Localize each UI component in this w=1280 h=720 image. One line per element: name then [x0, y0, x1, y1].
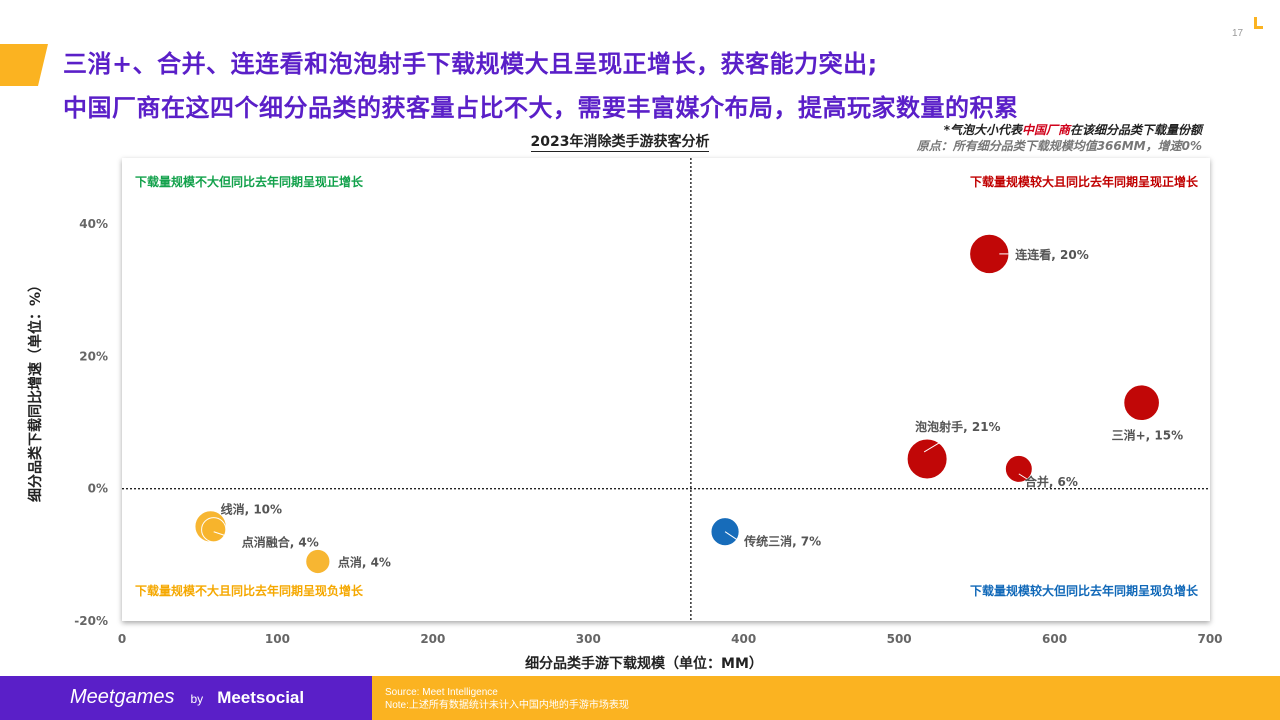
- bubble-size-note: *气泡大小代表中国厂商在该细分品类下载量份额: [944, 121, 1202, 138]
- bubble-label-点消融合: 点消融合, 4%: [242, 535, 319, 550]
- bubble-点消: [305, 548, 331, 575]
- x-tick-label: 0: [118, 632, 126, 646]
- x-tick-label: 700: [1197, 632, 1222, 646]
- x-tick-label: 200: [420, 632, 445, 646]
- quadrant-label-top-left: 下载量规模不大但同比去年同期呈现正增长: [135, 174, 364, 189]
- quadrant-label-bottom-right: 下载量规模较大但同比去年同期呈现负增长: [970, 583, 1199, 598]
- bubble-leader-合并: [1018, 473, 1028, 480]
- quadrant-label-top-right: 下载量规模较大且同比去年同期呈现正增长: [970, 174, 1199, 189]
- y-tick-label: 20%: [79, 349, 108, 363]
- footer-source-bar: [372, 676, 1280, 720]
- bubble-label-线消: 线消, 10%: [221, 501, 282, 516]
- bubble-label-三消+: 三消+, 15%: [1112, 428, 1184, 443]
- note-prefix: *气泡大小代表: [943, 123, 1022, 137]
- source-text: Source: Meet Intelligence: [385, 687, 498, 698]
- source-note: Note:上述所有数据统计未计入中国内地的手游市场表现: [385, 700, 629, 711]
- partner-name: Meetsocial: [217, 688, 305, 707]
- x-tick-label: 500: [887, 632, 912, 646]
- footer-source: Source: Meet Intelligence Note:上述所有数据统计未…: [385, 686, 629, 712]
- bubble-label-连连看: 连连看, 20%: [1015, 247, 1088, 262]
- bubble-label-传统三消: 传统三消, 7%: [743, 534, 821, 549]
- title-accent-bar: [0, 44, 48, 86]
- quadrant-label-bottom-left: 下载量规模不大且同比去年同期呈现负增长: [135, 583, 364, 598]
- bubble-label-泡泡射手: 泡泡射手, 21%: [915, 419, 1000, 434]
- bubble-leader-泡泡射手: [923, 436, 950, 453]
- note-highlight: 中国厂商: [1021, 123, 1070, 137]
- y-tick-label: 40%: [79, 217, 108, 231]
- bubble-label-点消: 点消, 4%: [338, 554, 391, 569]
- page-title-line-1: 三消+、合并、连连看和泡泡射手下载规模大且呈现正增长，获客能力突出;: [63, 50, 878, 78]
- bubble-leader-点消融合: [213, 531, 241, 542]
- page-number: 17: [1232, 28, 1244, 39]
- x-tick-label: 300: [576, 632, 601, 646]
- x-tick-label: 600: [1042, 632, 1067, 646]
- x-tick-label: 400: [731, 632, 756, 646]
- page-title-line-2: 中国厂商在这四个细分品类的获客量占比不大，需要丰富媒介布局，提高玩家数量的积累: [63, 94, 1019, 122]
- bubble-合并: [1004, 454, 1033, 483]
- origin-note: 原点：所有细分品类下载规模均值366MM，增速0%: [916, 139, 1202, 153]
- x-axis-title: 细分品类手游下载规模（单位：MM）: [525, 655, 763, 672]
- chart-title: 2023年消除类手游获客分析: [0, 131, 1240, 152]
- chart-title-text: 2023年消除类手游获客分析: [530, 134, 710, 152]
- y-tick-label: 0%: [88, 482, 108, 496]
- corner-logo-mark: [1254, 17, 1263, 29]
- bubble-泡泡射手: [906, 438, 948, 480]
- note-suffix: 在该细分品类下载量份额: [1069, 123, 1202, 137]
- bubble-leader-传统三消: [724, 531, 741, 543]
- bubble-点消融合: [201, 517, 227, 543]
- chart-plot-frame: [122, 158, 1210, 621]
- brand-by: by: [190, 692, 204, 706]
- bubble-label-合并: 合并, 6%: [1025, 474, 1078, 489]
- brand-name: Meetgames: [70, 686, 175, 708]
- footer-brand-bar: [0, 676, 372, 720]
- footer-logo: Meetgames by Meetsocial: [70, 686, 304, 709]
- bubble-三消+: [1123, 384, 1160, 422]
- y-axis-title: 细分品类下载同比增速（单位：%）: [27, 278, 44, 502]
- x-tick-label: 100: [265, 632, 290, 646]
- y-tick-label: -20%: [74, 614, 108, 628]
